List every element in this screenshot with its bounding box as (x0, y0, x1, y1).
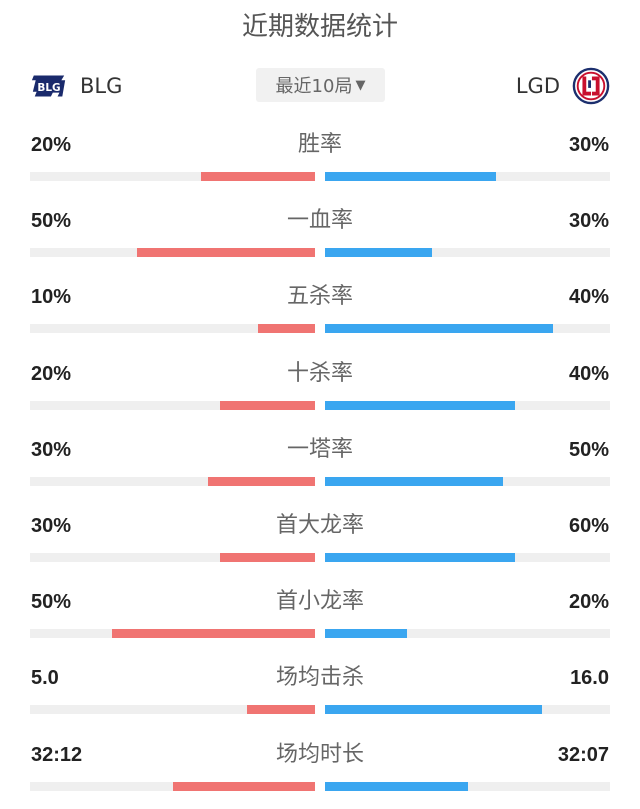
stat-row: 10% 五杀率 40% (0, 274, 640, 350)
stat-left-bar (258, 324, 315, 334)
stat-left-track (30, 172, 315, 181)
stat-right-value: 20% (568, 591, 609, 614)
stat-right-track (325, 552, 610, 562)
stat-right-value: 32:07 (557, 743, 609, 766)
team-header: BLG BLG 最近10局 ▼ LGD (0, 64, 640, 108)
stat-left-bar (220, 400, 315, 410)
stat-row: 5.0 场均击杀 16.0 (0, 655, 640, 731)
stat-right-track (325, 172, 610, 181)
caret-down-icon: ▼ (355, 77, 366, 93)
stat-right-track (325, 476, 610, 486)
stat-left-track (30, 400, 315, 410)
stat-right-value: 50% (568, 438, 609, 461)
stat-left-value: 10% (31, 286, 72, 309)
page-title: 近期数据统计 (241, 12, 398, 42)
blg-logo-icon: BLG (31, 75, 66, 97)
stat-row: 32:12 场均时长 32:07 (0, 732, 640, 808)
stat-right-bar (325, 172, 496, 181)
stat-left-track (30, 248, 315, 258)
stat-label: 首大龙率 (275, 512, 364, 538)
stat-left-value: 20% (31, 362, 72, 385)
stat-right-value: 60% (568, 514, 609, 537)
team-left-name: BLG (80, 74, 123, 98)
stat-right-track (325, 324, 610, 334)
stat-left-track (30, 705, 315, 715)
stat-left-value: 32:12 (31, 743, 83, 766)
stat-left-value: 30% (31, 438, 72, 461)
stat-left-bar (220, 552, 315, 562)
stat-left-track (30, 781, 315, 791)
stat-label: 五杀率 (286, 284, 353, 310)
stat-left-value: 50% (31, 591, 72, 614)
team-right[interactable]: LGD (516, 66, 610, 106)
stat-label: 十杀率 (286, 360, 353, 386)
stat-label: 一血率 (286, 208, 353, 234)
stat-left-value: 50% (31, 210, 72, 233)
stat-row: 50% 一血率 30% (0, 198, 640, 274)
stat-right-track (325, 629, 610, 639)
stats-list: 20% 胜率 30% 50% 一血率 30% 10% 五杀率 40% 20% 十杀率 40% 30% 一塔… (0, 122, 640, 808)
stat-right-bar (325, 476, 504, 486)
stat-row: 30% 一塔率 50% (0, 427, 640, 503)
stat-left-bar (247, 705, 315, 715)
stat-left-track (30, 629, 315, 639)
svg-text:BLG: BLG (37, 82, 60, 94)
team-right-name: LGD (515, 74, 560, 98)
stat-right-bar (325, 248, 432, 258)
stat-left-track (30, 324, 315, 334)
lgd-logo-icon (572, 67, 610, 105)
stat-row: 20% 胜率 30% (0, 122, 640, 198)
stat-label: 首小龙率 (275, 589, 364, 615)
stat-label: 场均时长 (275, 741, 364, 767)
stat-label: 场均击杀 (275, 665, 364, 691)
match-range-label: 最近10局 (275, 76, 353, 97)
stat-right-value: 16.0 (570, 667, 609, 690)
stat-right-value: 30% (568, 134, 609, 156)
match-range-dropdown[interactable]: 最近10局 ▼ (256, 68, 385, 102)
stat-right-value: 30% (568, 210, 609, 233)
stat-right-bar (325, 324, 553, 334)
stat-right-track (325, 400, 610, 410)
stat-left-bar (201, 172, 315, 181)
stat-right-bar (325, 781, 468, 791)
stat-label: 胜率 (297, 132, 342, 157)
stat-right-bar (325, 629, 407, 639)
stat-left-bar (136, 248, 315, 258)
stat-left-bar (208, 476, 315, 486)
team-left[interactable]: BLG BLG (30, 66, 122, 106)
stat-left-value: 30% (31, 514, 72, 537)
stat-left-track (30, 476, 315, 486)
stat-row: 20% 十杀率 40% (0, 351, 640, 427)
stat-left-value: 5.0 (31, 667, 59, 690)
stat-right-track (325, 781, 610, 791)
stat-right-bar (325, 705, 543, 715)
stat-left-bar (111, 629, 315, 639)
stat-right-track (325, 248, 610, 258)
stat-left-value: 20% (31, 134, 72, 156)
stat-right-bar (325, 552, 516, 562)
stat-right-bar (325, 400, 516, 410)
stat-row: 50% 首小龙率 20% (0, 579, 640, 655)
stat-right-value: 40% (568, 362, 609, 385)
stat-left-bar (172, 781, 315, 791)
stat-right-track (325, 705, 610, 715)
stat-left-track (30, 552, 315, 562)
stat-row: 30% 首大龙率 60% (0, 503, 640, 579)
stat-right-value: 40% (568, 286, 609, 309)
stat-label: 一塔率 (286, 436, 353, 462)
